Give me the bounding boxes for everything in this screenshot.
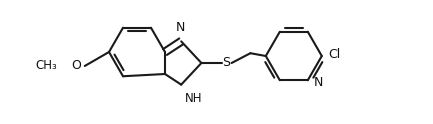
Text: N: N xyxy=(175,21,185,34)
Text: Cl: Cl xyxy=(328,47,340,61)
Text: NH: NH xyxy=(185,92,203,105)
Text: N: N xyxy=(314,76,323,89)
Text: O: O xyxy=(71,60,81,73)
Text: CH₃: CH₃ xyxy=(35,60,57,73)
Text: S: S xyxy=(223,57,231,69)
